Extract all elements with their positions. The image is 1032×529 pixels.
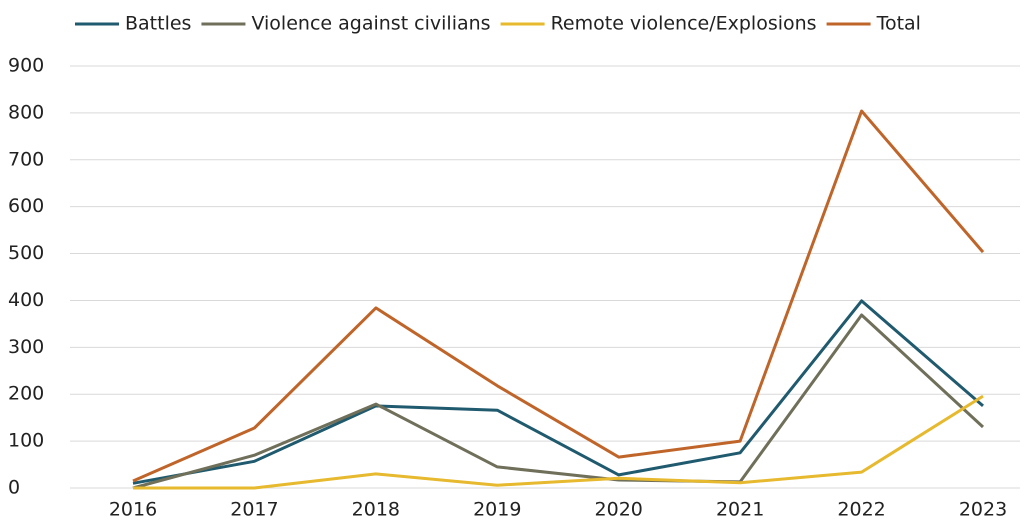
series-line <box>132 109 985 483</box>
y-tick-label: 400 <box>8 289 44 311</box>
x-tick-label: 2021 <box>716 499 764 521</box>
x-tick-label: 2019 <box>473 499 521 521</box>
y-tick-label: 200 <box>8 383 44 405</box>
x-tick-label: 2016 <box>109 499 157 521</box>
legend-label: Remote violence/Explosions <box>551 13 817 35</box>
x-tick-label: 2023 <box>959 499 1007 521</box>
y-tick-label: 900 <box>8 55 44 77</box>
x-tick-label: 2020 <box>595 499 643 521</box>
series-line <box>132 313 985 490</box>
y-tick-label: 800 <box>8 101 44 123</box>
y-tick-label: 100 <box>8 430 44 452</box>
y-tick-label: 500 <box>8 242 44 264</box>
y-tick-label: 600 <box>8 195 44 217</box>
y-tick-label: 700 <box>8 148 44 170</box>
legend-label: Battles <box>125 13 191 35</box>
y-tick-label: 300 <box>8 336 44 358</box>
x-tick-label: 2022 <box>837 499 885 521</box>
legend-label: Total <box>876 13 921 35</box>
x-tick-label: 2018 <box>352 499 400 521</box>
series-line <box>133 394 984 490</box>
y-tick-label: 0 <box>8 477 20 499</box>
series-line <box>132 299 984 485</box>
x-tick-label: 2017 <box>230 499 278 521</box>
legend-label: Violence against civilians <box>251 13 490 35</box>
